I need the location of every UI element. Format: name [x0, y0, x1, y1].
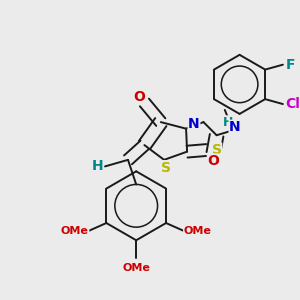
Text: H: H: [223, 116, 233, 129]
Text: H: H: [91, 159, 103, 173]
Text: F: F: [286, 58, 296, 72]
Text: OMe: OMe: [122, 263, 150, 273]
Text: S: S: [212, 143, 222, 157]
Text: N: N: [188, 117, 200, 131]
Text: Cl: Cl: [285, 97, 300, 111]
Text: O: O: [134, 91, 146, 104]
Text: S: S: [161, 161, 171, 175]
Text: OMe: OMe: [184, 226, 212, 236]
Text: OMe: OMe: [61, 226, 89, 236]
Text: O: O: [207, 154, 219, 168]
Text: N: N: [229, 120, 241, 134]
